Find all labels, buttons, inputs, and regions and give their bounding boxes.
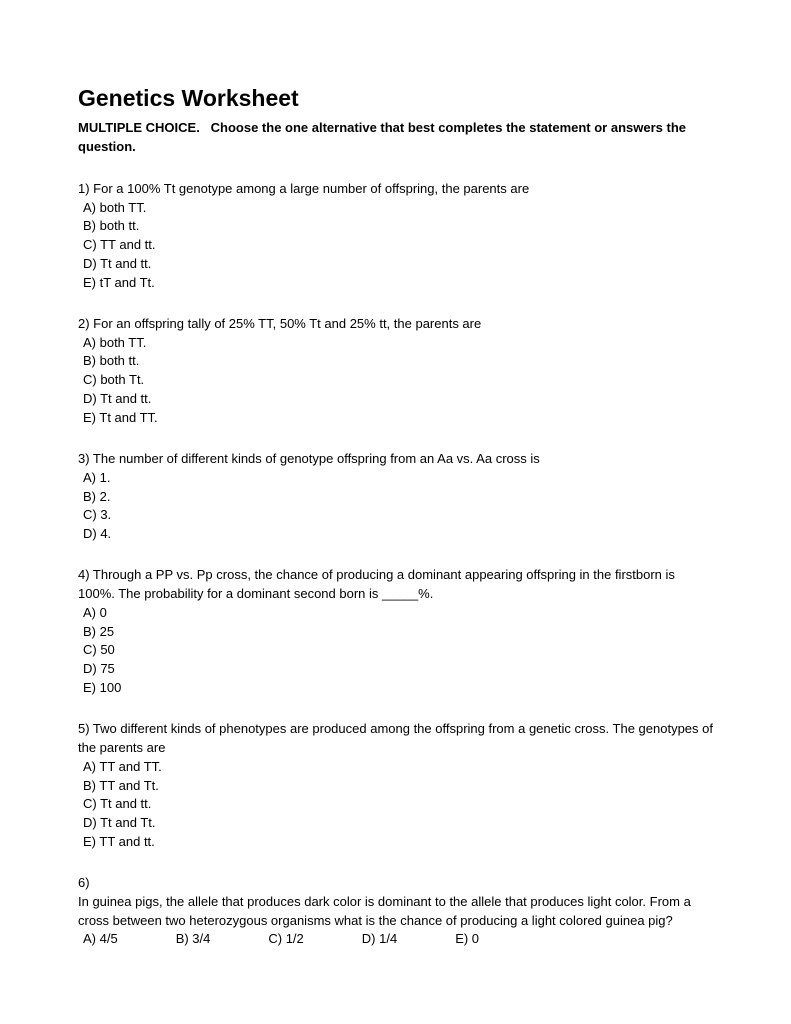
question-text: 3) The number of different kinds of geno… <box>78 450 713 469</box>
answer-option: E) TT and tt. <box>78 833 713 852</box>
answer-option: A) both TT. <box>78 199 713 218</box>
question-block: 5) Two different kinds of phenotypes are… <box>78 720 713 852</box>
question-block: 4) Through a PP vs. Pp cross, the chance… <box>78 566 713 698</box>
answer-option: D) 75 <box>78 660 713 679</box>
answer-option: E) 0 <box>455 930 479 949</box>
question-text: 5) Two different kinds of phenotypes are… <box>78 720 713 758</box>
answer-option: A) both TT. <box>78 334 713 353</box>
worksheet-title: Genetics Worksheet <box>78 82 713 115</box>
answer-option: D) Tt and Tt. <box>78 814 713 833</box>
answer-option: A) 0 <box>78 604 713 623</box>
question-block: 2) For an offspring tally of 25% TT, 50%… <box>78 315 713 428</box>
answer-option: A) 1. <box>78 469 713 488</box>
question-block: 3) The number of different kinds of geno… <box>78 450 713 544</box>
answer-option: C) 3. <box>78 506 713 525</box>
answer-option: B) 3/4 <box>176 930 211 949</box>
answer-option: C) 50 <box>78 641 713 660</box>
options-row: A) 4/5 B) 3/4 C) 1/2 D) 1/4 E) 0 <box>78 930 713 949</box>
answer-option: A) TT and TT. <box>78 758 713 777</box>
instructions-text: MULTIPLE CHOICE. Choose the one alternat… <box>78 119 713 155</box>
question-text: 4) Through a PP vs. Pp cross, the chance… <box>78 566 713 604</box>
answer-option: D) 1/4 <box>362 930 397 949</box>
answer-option: D) 4. <box>78 525 713 544</box>
question-text: 1) For a 100% Tt genotype among a large … <box>78 180 713 199</box>
question-body: In guinea pigs, the allele that produces… <box>78 893 713 931</box>
answer-option: E) tT and Tt. <box>78 274 713 293</box>
question-text: 6)In guinea pigs, the allele that produc… <box>78 874 713 931</box>
question-number: 6) <box>78 874 713 893</box>
answer-option: C) both Tt. <box>78 371 713 390</box>
answer-option: C) 1/2 <box>268 930 303 949</box>
answer-option: E) 100 <box>78 679 713 698</box>
answer-option: A) 4/5 <box>83 930 118 949</box>
answer-option: E) Tt and TT. <box>78 409 713 428</box>
question-block: 1) For a 100% Tt genotype among a large … <box>78 180 713 293</box>
answer-option: C) Tt and tt. <box>78 795 713 814</box>
answer-option: B) both tt. <box>78 217 713 236</box>
question-text: 2) For an offspring tally of 25% TT, 50%… <box>78 315 713 334</box>
question-block: 6)In guinea pigs, the allele that produc… <box>78 874 713 949</box>
document-page: Genetics Worksheet MULTIPLE CHOICE. Choo… <box>0 0 791 1011</box>
answer-option: D) Tt and tt. <box>78 255 713 274</box>
answer-option: B) both tt. <box>78 352 713 371</box>
answer-option: C) TT and tt. <box>78 236 713 255</box>
answer-option: B) 2. <box>78 488 713 507</box>
answer-option: D) Tt and tt. <box>78 390 713 409</box>
questions-container: 1) For a 100% Tt genotype among a large … <box>78 180 713 950</box>
answer-option: B) TT and Tt. <box>78 777 713 796</box>
answer-option: B) 25 <box>78 623 713 642</box>
